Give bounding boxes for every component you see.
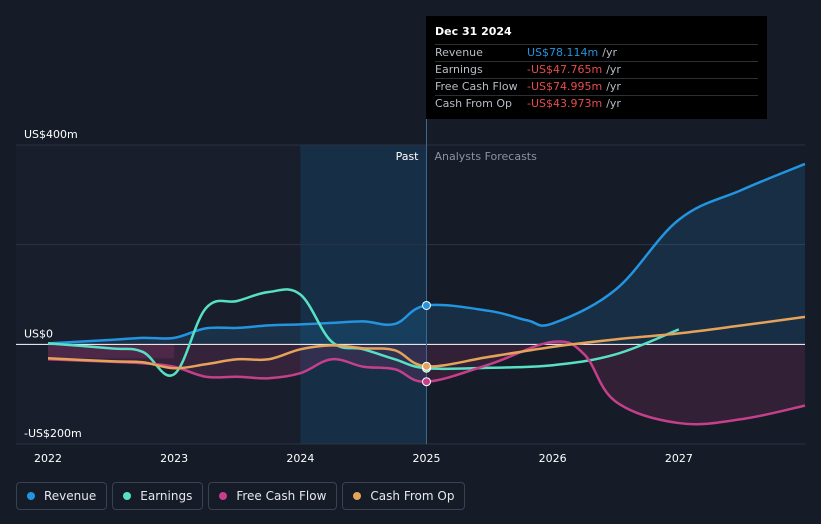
tooltip-date: Dec 31 2024 [435,25,512,38]
series-lines [47,162,806,426]
area-revenue [48,163,805,345]
area-free-cash-flow [48,341,805,425]
marker-free-cash-flow [422,377,431,387]
tooltip-value: -US$43.973m [527,97,603,110]
x-tick-label: 2027 [665,452,693,465]
area-past-negative [48,344,175,359]
marker-revenue [422,300,431,310]
x-axis-labels: 2022 2023 2024 2025 2026 2027 [34,452,693,465]
tooltip-unit: /yr [606,97,621,110]
y-tick-label: -US$200m [24,427,82,440]
legend-label: Revenue [44,489,97,503]
legend-label: Earnings [140,489,193,503]
legend-item-revenue[interactable]: Revenue [16,482,108,510]
x-tick-label: 2022 [34,452,62,465]
x-tick-label: 2024 [286,452,314,465]
series-areas [48,163,805,425]
line-earnings [47,288,680,377]
tooltip-unit: /yr [606,80,621,93]
tooltip-label: Cash From Op [435,97,513,110]
tooltip-row-revenue: Revenue US$78.114m /yr [435,44,758,61]
highlight-band [300,145,427,444]
cash-from-op-dot-icon [353,492,362,500]
tooltip-value: -US$74.995m [527,80,603,93]
x-tick-label: 2023 [160,452,188,465]
past-label: Past [396,150,420,163]
tooltip-unit: /yr [606,63,621,76]
y-axis-labels: US$400m US$0 -US$200m [24,128,82,440]
tooltip-row-cash-from-op: Cash From Op -US$43.973m /yr [435,95,758,112]
series-markers [422,300,431,387]
line-cash-from-op [47,315,806,370]
tooltip: Dec 31 2024 Revenue US$78.114m /yr Earni… [426,16,767,119]
line-revenue [47,162,806,345]
forecast-label: Analysts Forecasts [435,150,538,163]
free-cash-flow-dot-icon [219,492,228,500]
legend: Revenue Earnings Free Cash Flow Cash Fro… [16,482,466,510]
tooltip-label: Earnings [435,63,483,76]
tooltip-value: US$78.114m [527,46,599,59]
tooltip-value: -US$47.765m [527,63,603,76]
line-free-cash-flow [47,340,806,426]
gridlines [16,144,805,445]
x-tick-label: 2025 [413,452,441,465]
legend-label: Free Cash Flow [236,489,327,503]
tooltip-row-earnings: Earnings -US$47.765m /yr [435,61,758,78]
tooltip-label: Revenue [435,46,483,59]
revenue-dot-icon [27,492,35,500]
legend-item-cash-from-op[interactable]: Cash From Op [342,482,466,510]
tooltip-label: Free Cash Flow [435,80,518,93]
legend-item-free-cash-flow[interactable]: Free Cash Flow [208,482,338,510]
legend-item-earnings[interactable]: Earnings [112,482,204,510]
earnings-dot-icon [123,492,132,500]
marker-cash-from-op [422,361,431,371]
y-tick-label: US$400m [24,128,78,141]
legend-label: Cash From Op [370,489,455,503]
tooltip-unit: /yr [602,46,617,59]
y-tick-label: US$0 [24,327,53,340]
tooltip-row-free-cash-flow: Free Cash Flow -US$74.995m /yr [435,78,758,95]
x-tick-label: 2026 [539,452,567,465]
